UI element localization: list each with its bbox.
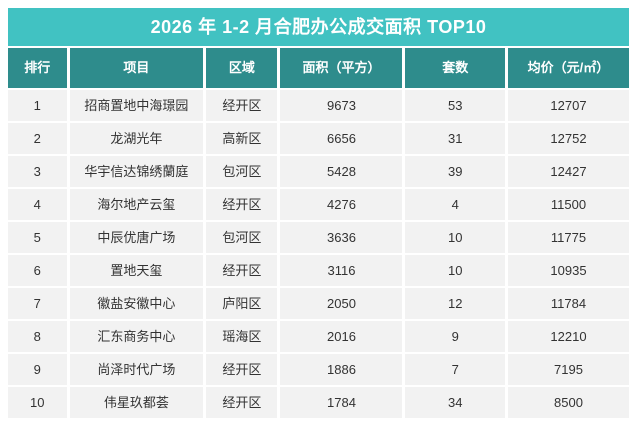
header-cell-area: 面积（平方） (280, 48, 403, 88)
cell-rank: 6 (8, 255, 67, 286)
cell-rank: 3 (8, 156, 67, 187)
cell-rank: 4 (8, 189, 67, 220)
cell-rank: 1 (8, 90, 67, 121)
cell-area: 1886 (280, 354, 403, 385)
cell-project: 伟星玖都荟 (69, 387, 204, 418)
cell-project: 海尔地产云玺 (69, 189, 204, 220)
cell-project: 置地天玺 (69, 255, 204, 286)
cell-units: 9 (405, 321, 505, 352)
cell-project: 中辰优唐广场 (69, 222, 204, 253)
cell-district: 庐阳区 (206, 288, 278, 319)
cell-units: 34 (405, 387, 505, 418)
cell-district: 经开区 (206, 354, 278, 385)
cell-price: 12210 (507, 321, 629, 352)
header-cell-price: 均价（元/㎡） (507, 48, 629, 88)
cell-area: 2016 (280, 321, 403, 352)
cell-price: 11500 (507, 189, 629, 220)
cell-rank: 7 (8, 288, 67, 319)
header-cell-project: 项目 (69, 48, 204, 88)
cell-price: 12707 (507, 90, 629, 121)
cell-units: 10 (405, 222, 505, 253)
cell-district: 经开区 (206, 387, 278, 418)
cell-district: 经开区 (206, 189, 278, 220)
cell-district: 经开区 (206, 90, 278, 121)
cell-price: 11775 (507, 222, 629, 253)
table-title: 2026 年 1-2 月合肥办公成交面积 TOP10 (8, 8, 629, 46)
cell-area: 3116 (280, 255, 403, 286)
cell-units: 53 (405, 90, 505, 121)
cell-price: 11784 (507, 288, 629, 319)
cell-project: 尚泽时代广场 (69, 354, 204, 385)
cell-price: 8500 (507, 387, 629, 418)
cell-project: 汇东商务中心 (69, 321, 204, 352)
cell-area: 2050 (280, 288, 403, 319)
cell-project: 华宇信达锦绣蘭庭 (69, 156, 204, 187)
cell-area: 4276 (280, 189, 403, 220)
cell-rank: 2 (8, 123, 67, 154)
cell-rank: 5 (8, 222, 67, 253)
cell-area: 9673 (280, 90, 403, 121)
cell-project: 招商置地中海璟园 (69, 90, 204, 121)
cell-units: 10 (405, 255, 505, 286)
cell-district: 包河区 (206, 222, 278, 253)
top10-table-container: 2026 年 1-2 月合肥办公成交面积 TOP10 排行 项目 区域 面积（平… (8, 8, 629, 418)
cell-price: 12752 (507, 123, 629, 154)
cell-district: 包河区 (206, 156, 278, 187)
cell-units: 7 (405, 354, 505, 385)
cell-area: 1784 (280, 387, 403, 418)
cell-project: 龙湖光年 (69, 123, 204, 154)
cell-rank: 10 (8, 387, 67, 418)
cell-price: 7195 (507, 354, 629, 385)
cell-area: 5428 (280, 156, 403, 187)
cell-price: 12427 (507, 156, 629, 187)
cell-area: 3636 (280, 222, 403, 253)
cell-price: 10935 (507, 255, 629, 286)
cell-district: 经开区 (206, 255, 278, 286)
cell-rank: 8 (8, 321, 67, 352)
cell-rank: 9 (8, 354, 67, 385)
header-cell-district: 区域 (206, 48, 278, 88)
cell-units: 12 (405, 288, 505, 319)
header-cell-rank: 排行 (8, 48, 67, 88)
cell-units: 4 (405, 189, 505, 220)
cell-district: 瑶海区 (206, 321, 278, 352)
cell-units: 39 (405, 156, 505, 187)
cell-units: 31 (405, 123, 505, 154)
top10-table: 排行 项目 区域 面积（平方） 套数 均价（元/㎡） 1 招商置地中海璟园 经开… (8, 48, 629, 418)
cell-project: 徽盐安徽中心 (69, 288, 204, 319)
cell-area: 6656 (280, 123, 403, 154)
header-cell-units: 套数 (405, 48, 505, 88)
cell-district: 高新区 (206, 123, 278, 154)
